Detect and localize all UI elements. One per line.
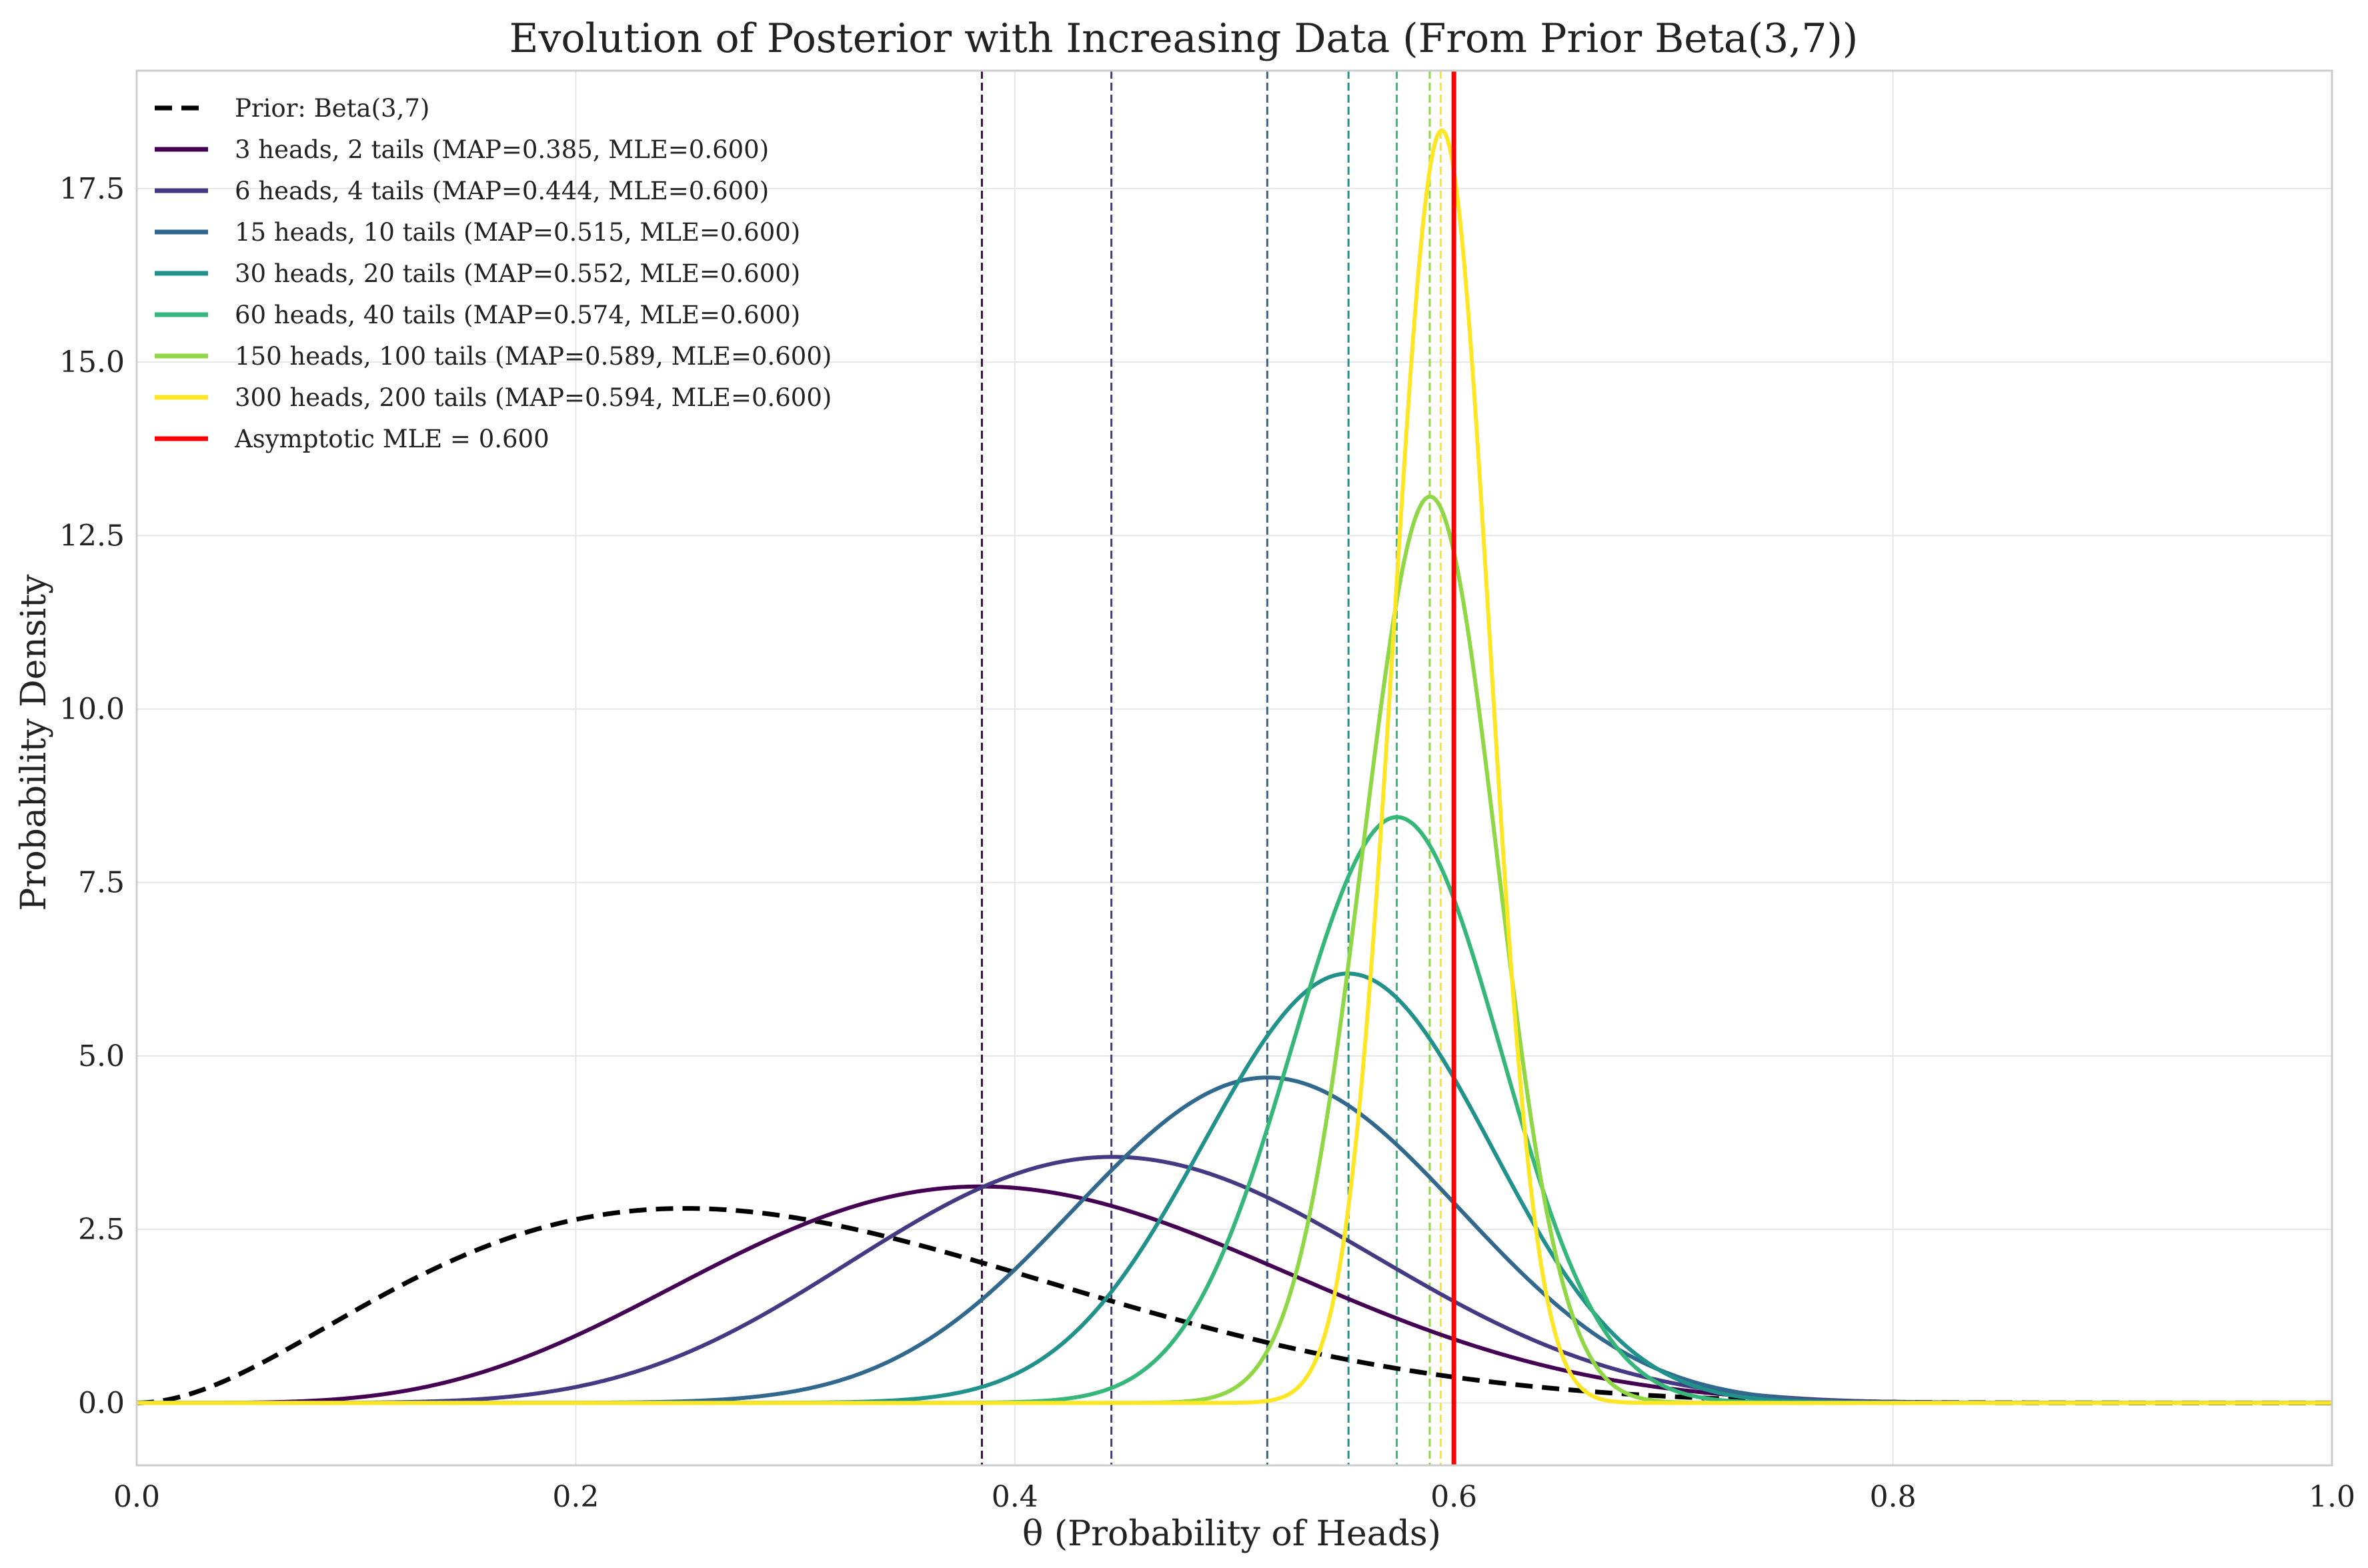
x-tick-label: 0.4 (992, 1480, 1038, 1514)
legend-label: 6 heads, 4 tails (MAP=0.444, MLE=0.600) (235, 177, 769, 205)
x-tick-label: 1.0 (2309, 1480, 2355, 1514)
x-tick-label: 0.8 (1870, 1480, 1917, 1514)
legend: Prior: Beta(3,7) 3 heads, 2 tails (MAP=0.… (155, 94, 832, 453)
y-tick-label: 10.0 (59, 693, 125, 727)
y-axis-label: Probability Density (14, 574, 54, 911)
legend-label: 3 heads, 2 tails (MAP=0.385, MLE=0.600) (235, 135, 769, 164)
x-tick-label: 0.6 (1430, 1480, 1477, 1514)
y-tick-label: 0.0 (78, 1386, 125, 1420)
grid (136, 71, 2333, 1465)
posterior-curve (136, 128, 2333, 1405)
legend-label: 30 heads, 20 tails (MAP=0.552, MLE=0.600… (235, 259, 800, 288)
legend-label: 15 heads, 10 tails (MAP=0.515, MLE=0.600… (235, 218, 800, 247)
y-tick-label: 5.0 (78, 1039, 125, 1073)
x-tick-label: 0.0 (113, 1480, 160, 1514)
y-tick-label: 17.5 (59, 172, 125, 206)
x-axis-label: θ (Probability of Heads) (1022, 1514, 1441, 1554)
y-tick-label: 7.5 (78, 866, 125, 900)
legend-label: 60 heads, 40 tails (MAP=0.574, MLE=0.600… (235, 301, 800, 329)
density-curves (136, 71, 2333, 1465)
chart-title: Evolution of Posterior with Increasing D… (509, 15, 1859, 62)
x-tick-label: 0.2 (552, 1480, 599, 1514)
tick-labels: 0.0 0.2 0.4 0.6 0.8 1.0 0.0 2.5 5.0 7.5 10.0 12.5 15… (59, 172, 2355, 1514)
axes-frame (135, 69, 2333, 1467)
legend-label: Asymptotic MLE = 0.600 (234, 425, 549, 453)
prior-curve (136, 1206, 2332, 1405)
y-tick-label: 15.0 (59, 345, 125, 379)
legend-label: Prior: Beta(3,7) (235, 94, 429, 123)
y-tick-label: 2.5 (78, 1213, 125, 1247)
legend-label: 300 heads, 200 tails (MAP=0.594, MLE=0.6… (235, 383, 832, 412)
plot-frame (135, 69, 2333, 1467)
map-marker-lines (980, 71, 1442, 1465)
legend-label: 150 heads, 100 tails (MAP=0.589, MLE=0.6… (235, 342, 832, 371)
y-tick-label: 12.5 (59, 519, 125, 553)
